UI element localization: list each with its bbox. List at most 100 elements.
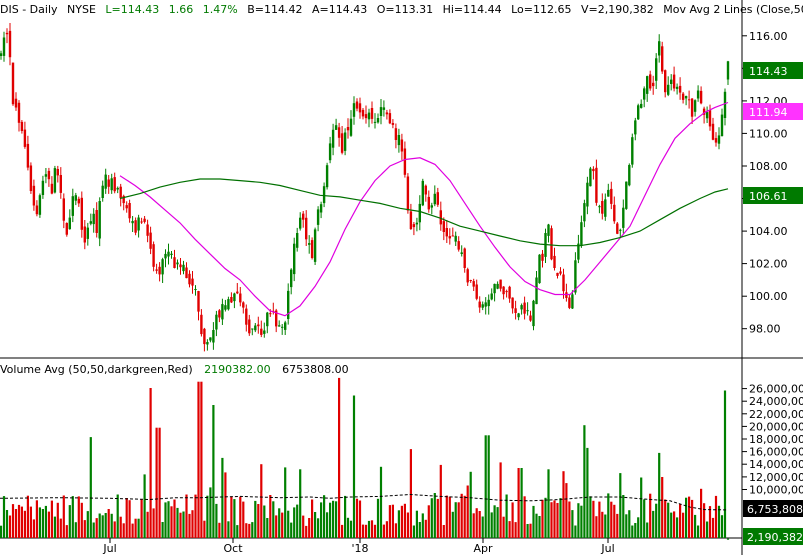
candle: [134, 217, 137, 236]
candle: [224, 299, 227, 312]
volume-bar: [92, 522, 95, 538]
candle: [421, 178, 424, 207]
candle: [699, 86, 703, 105]
volume-header-avg: 6753808.00: [282, 363, 348, 376]
volume-bar: [421, 513, 424, 538]
candle: [340, 126, 344, 155]
last-price-badge-text: 114.43: [749, 65, 788, 78]
candle: [385, 109, 389, 120]
candle: [460, 245, 463, 257]
candle: [391, 119, 395, 129]
volume-bar: [592, 500, 595, 538]
volume-bar: [412, 525, 415, 538]
volume-bar: [586, 447, 589, 538]
volume-bar: [107, 509, 110, 538]
candle: [316, 206, 320, 232]
candle: [302, 211, 305, 228]
time-tick-label: Apr: [473, 542, 493, 555]
volume-tick-label: 24,000,000: [749, 395, 803, 408]
candle: [200, 309, 203, 337]
volume-bar: [439, 464, 442, 538]
header-period: Daily: [30, 3, 58, 16]
volume-bar: [451, 511, 454, 538]
volume-bar: [346, 517, 350, 538]
candle: [439, 201, 442, 231]
volume-bar: [679, 504, 682, 538]
volume-bar: [520, 468, 523, 538]
candle: [77, 196, 80, 207]
volume-bar: [700, 488, 703, 538]
candle: [308, 235, 311, 254]
candle: [35, 200, 39, 217]
volume-tick-label: 18,000,000: [749, 433, 803, 446]
candle: [0, 50, 3, 60]
volume-bar: [367, 520, 371, 538]
candle: [128, 199, 131, 223]
volume-bar: [475, 508, 478, 538]
volume-bar: [625, 514, 628, 538]
volume-bar: [508, 521, 511, 538]
volume-bar: [726, 538, 730, 540]
candle: [337, 122, 341, 147]
candle: [547, 223, 550, 243]
volume-tick-label: 20,000,000: [749, 420, 803, 433]
volume-bar: [56, 502, 59, 538]
volume-bar: [589, 496, 592, 538]
header-exchange: NYSE: [67, 3, 96, 16]
volume-bar: [23, 510, 26, 538]
volume-bar: [134, 518, 137, 538]
candle: [574, 252, 577, 295]
volume-bar: [478, 511, 481, 538]
candle: [281, 324, 284, 335]
candle: [53, 165, 57, 194]
candle: [475, 279, 478, 301]
price-tick-label: 98.00: [749, 323, 781, 336]
candle: [394, 123, 398, 149]
candle: [197, 290, 200, 321]
volume-bar: [409, 449, 412, 538]
candle: [553, 247, 556, 271]
volume-bar: [86, 511, 89, 538]
ma50-line: [119, 101, 729, 317]
volume-bar: [361, 524, 365, 538]
volume-bar: [517, 468, 520, 538]
header-ask: A=114.43: [312, 3, 367, 16]
volume-bar: [227, 521, 230, 538]
volume-bar: [373, 524, 377, 538]
volume-bar: [448, 496, 451, 538]
candle: [720, 108, 724, 137]
candle: [661, 41, 664, 74]
volume-bar: [32, 519, 35, 538]
candle: [382, 100, 386, 117]
candle: [38, 193, 42, 218]
volume-bar: [646, 522, 649, 538]
candle: [714, 132, 718, 147]
volume-bar: [143, 474, 146, 538]
candle: [364, 105, 368, 124]
candle: [68, 209, 71, 230]
volume-bar: [119, 516, 122, 538]
candle: [101, 180, 104, 202]
volume-bar: [472, 513, 475, 538]
candle: [26, 135, 30, 171]
volume-bar: [29, 506, 32, 538]
header-high: Hi=114.44: [443, 3, 502, 16]
price-tick-label: 116.00: [749, 30, 788, 43]
volume-bar: [655, 503, 658, 538]
candle: [442, 217, 445, 241]
volume-bar: [529, 523, 532, 538]
ma200-line: [119, 178, 729, 247]
candle: [526, 302, 529, 316]
volume-bar: [661, 477, 664, 538]
volume-bar: [80, 502, 83, 538]
volume-bar: [188, 513, 191, 538]
volume-bar: [364, 524, 368, 538]
volume-bar: [433, 493, 436, 538]
volume-bar: [652, 510, 655, 538]
volume-bar: [460, 493, 463, 538]
volume-bar: [98, 513, 101, 538]
volume-bar: [101, 515, 104, 538]
volume-tick-label: 22,000,000: [749, 408, 803, 421]
volume-bar: [209, 487, 212, 538]
volume-bar: [14, 509, 18, 538]
